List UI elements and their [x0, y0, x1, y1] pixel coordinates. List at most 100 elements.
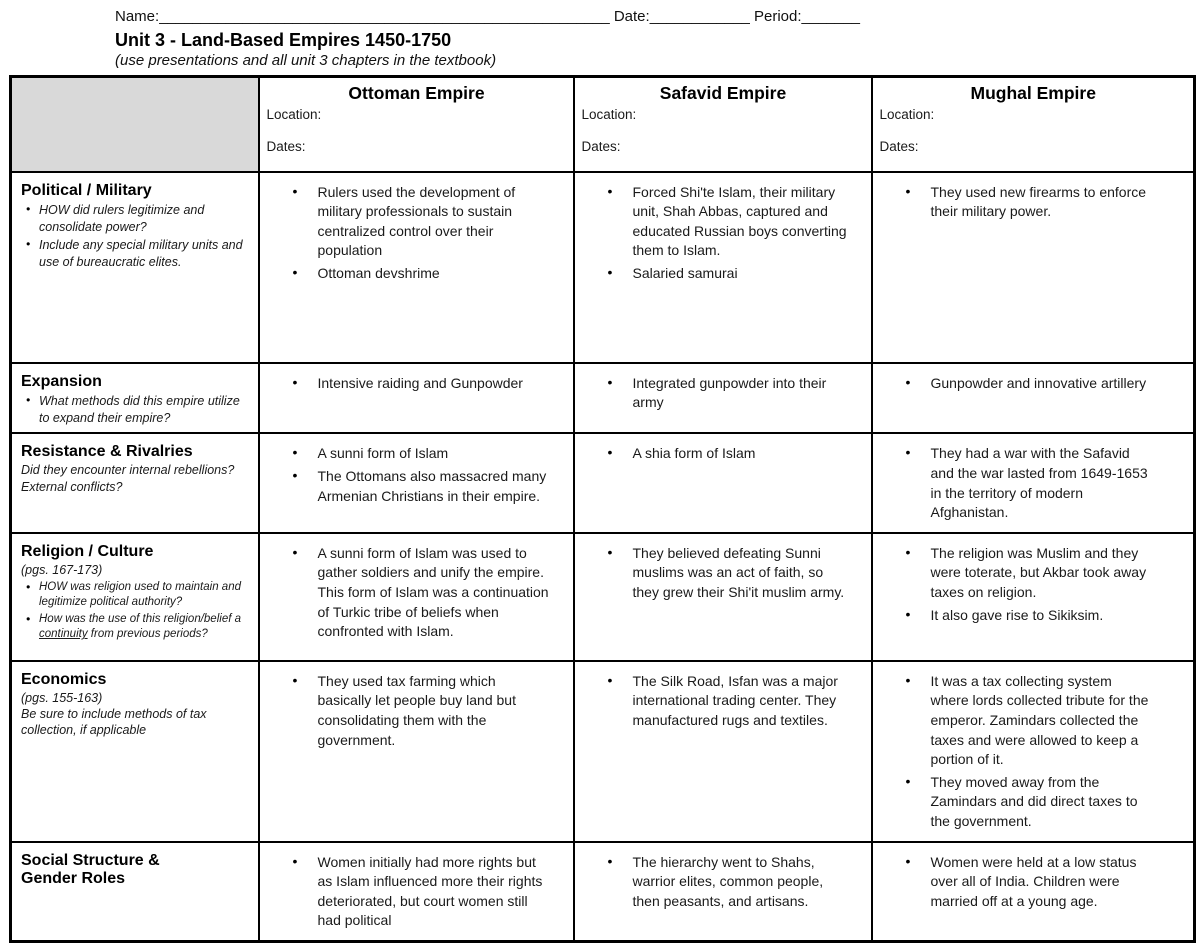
- name-label: Name:: [115, 8, 160, 25]
- cell-political-ottoman: Rulers used the development of military …: [257, 170, 575, 364]
- bullet-item: A sunni form of Islam was used to gather…: [292, 543, 553, 642]
- empire-name: Safavid Empire: [659, 83, 787, 103]
- row-title: Social Structure & Gender Roles: [21, 851, 160, 888]
- category-cell-religion-culture: Religion / Culture (pgs. 167-173) HOW wa…: [9, 531, 260, 662]
- bullet-item: It was a tax collecting system where lor…: [905, 671, 1152, 770]
- empire-header-mughal: Mughal Empire Location: Dates:: [870, 75, 1196, 173]
- fact-list: It was a tax collecting system where lor…: [887, 671, 1152, 832]
- bullet-item: It also gave rise to Sikiksim.: [905, 605, 1152, 626]
- fact-list: The Silk Road, Isfan was a major interna…: [589, 671, 851, 731]
- bullet-item: They had a war with the Safavid and the …: [905, 443, 1152, 522]
- prompt-item: What methods did this empire utilize to …: [24, 393, 250, 426]
- cell-religion-mughal: The religion was Muslim and they were to…: [870, 531, 1196, 662]
- location-label: Location:: [266, 107, 322, 122]
- row-title: Expansion: [21, 372, 102, 390]
- category-prompts: HOW did rulers legitimize and consolidat…: [21, 202, 250, 270]
- fact-list: Forced Shi'te Islam, their military unit…: [589, 181, 851, 284]
- dates-label: Dates:: [879, 139, 919, 154]
- cell-expansion-ottoman: Intensive raiding and Gunpowder: [257, 361, 575, 435]
- row-title: Resistance & Rivalries: [21, 443, 193, 461]
- prompt-item: HOW was religion used to maintain and le…: [24, 580, 250, 610]
- fact-list: Rulers used the development of military …: [274, 181, 553, 284]
- category-pages: (pgs. 167-173): [21, 562, 103, 577]
- bullet-item: They used new firearms to enforce their …: [905, 181, 1152, 222]
- fact-list: They used tax farming which basically le…: [274, 671, 553, 750]
- fact-list: The hierarchy went to Shahs, warrior eli…: [589, 852, 851, 912]
- fact-list: They believed defeating Sunni muslims wa…: [589, 543, 851, 603]
- category-cell-expansion: Expansion What methods did this empire u…: [9, 361, 260, 435]
- date-label: Date:: [613, 8, 650, 25]
- category-prompts: What methods did this empire utilize to …: [21, 393, 250, 426]
- page-header: Name:___________________________________…: [115, 8, 1115, 69]
- underlined-word: continuity: [39, 628, 88, 641]
- cell-economics-ottoman: They used tax farming which basically le…: [257, 659, 575, 843]
- empires-table: Ottoman Empire Location: Dates: Safavid …: [9, 75, 1196, 943]
- category-cell-economics: Economics (pgs. 155-163) Be sure to incl…: [9, 659, 260, 843]
- prompt-item: Include any special military units and u…: [24, 237, 250, 270]
- category-cell-resistance-rivalries: Resistance & Rivalries Did they encounte…: [9, 432, 260, 534]
- bullet-item: The hierarchy went to Shahs, warrior eli…: [607, 852, 851, 912]
- fact-list: Gunpowder and innovative artillery: [887, 373, 1152, 394]
- bullet-item: Gunpowder and innovative artillery: [905, 373, 1152, 394]
- bullet-item: Forced Shi'te Islam, their military unit…: [607, 181, 851, 261]
- category-prompts: HOW was religion used to maintain and le…: [21, 580, 250, 643]
- prompt-text: from previous periods?: [87, 628, 208, 641]
- dates-label: Dates:: [581, 139, 621, 154]
- dates-label: Dates:: [266, 139, 306, 154]
- bullet-item: Women initially had more rights but as I…: [292, 851, 553, 931]
- empire-name: Ottoman Empire: [348, 83, 485, 103]
- bullet-item: Women were held at a low status over all…: [905, 852, 1152, 912]
- bullet-item: The religion was Muslim and they were to…: [905, 543, 1152, 603]
- bullet-item: Intensive raiding and Gunpowder: [292, 373, 553, 394]
- cell-political-mughal: They used new firearms to enforce their …: [870, 170, 1196, 364]
- category-cell-political-military: Political / Military HOW did rulers legi…: [9, 170, 260, 364]
- prompt-item: HOW did rulers legitimize and consolidat…: [24, 202, 250, 235]
- row-title: Political / Military: [21, 181, 152, 199]
- fact-list: Women initially had more rights but as I…: [274, 851, 553, 931]
- cell-social-ottoman: Women initially had more rights but as I…: [257, 840, 575, 943]
- empire-name: Mughal Empire: [970, 83, 1096, 103]
- location-label: Location:: [581, 107, 637, 122]
- fact-list: They used new firearms to enforce their …: [887, 181, 1152, 222]
- fact-list: Women were held at a low status over all…: [887, 852, 1152, 912]
- empire-header-safavid: Safavid Empire Location: Dates:: [572, 75, 873, 173]
- bullet-item: Rulers used the development of military …: [292, 181, 553, 261]
- bullet-item: A sunni form of Islam: [292, 443, 553, 464]
- cell-expansion-safavid: Integrated gunpowder into their army: [572, 361, 873, 435]
- bullet-item: They used tax farming which basically le…: [292, 671, 553, 750]
- row-title: Economics: [21, 670, 107, 688]
- row-title: Religion / Culture: [21, 542, 154, 560]
- date-blank: ____________: [649, 8, 750, 25]
- cell-economics-safavid: The Silk Road, Isfan was a major interna…: [572, 659, 873, 843]
- cell-religion-safavid: They believed defeating Sunni muslims wa…: [572, 531, 873, 662]
- name-date-period-line: Name:___________________________________…: [115, 8, 1115, 25]
- bullet-item: The Ottomans also massacred many Armenia…: [292, 466, 553, 506]
- fact-list: Integrated gunpowder into their army: [589, 372, 851, 413]
- cell-social-mughal: Women were held at a low status over all…: [870, 840, 1196, 943]
- cell-expansion-mughal: Gunpowder and innovative artillery: [870, 361, 1196, 435]
- fact-list: The religion was Muslim and they were to…: [887, 543, 1152, 626]
- cell-resistance-safavid: A shia form of Islam: [572, 432, 873, 534]
- category-note: Be sure to include methods of tax collec…: [21, 706, 207, 738]
- category-cell-social-structure: Social Structure & Gender Roles: [9, 840, 260, 943]
- cell-religion-ottoman: A sunni form of Islam was used to gather…: [257, 531, 575, 662]
- fact-list: Intensive raiding and Gunpowder: [274, 373, 553, 394]
- name-blank: ________________________________________…: [159, 8, 610, 25]
- page-title: Unit 3 - Land-Based Empires 1450-1750: [115, 30, 452, 50]
- category-pages: (pgs. 155-163): [21, 690, 103, 705]
- bullet-item: A shia form of Islam: [607, 443, 851, 464]
- bullet-item: They believed defeating Sunni muslims wa…: [607, 543, 851, 603]
- prompt-text: How was the use of this religion/belief …: [39, 613, 241, 626]
- fact-list: They had a war with the Safavid and the …: [887, 443, 1152, 522]
- prompt-item: How was the use of this religion/belief …: [24, 612, 250, 642]
- cell-resistance-mughal: They had a war with the Safavid and the …: [870, 432, 1196, 534]
- fact-list: A sunni form of Islam The Ottomans also …: [274, 443, 553, 506]
- corner-cell: [9, 75, 260, 173]
- cell-social-safavid: The hierarchy went to Shahs, warrior eli…: [572, 840, 873, 943]
- location-label: Location:: [879, 107, 935, 122]
- fact-list: A sunni form of Islam was used to gather…: [274, 543, 553, 642]
- bullet-item: Salaried samurai: [607, 263, 851, 284]
- period-label: Period:: [753, 8, 802, 25]
- empire-header-ottoman: Ottoman Empire Location: Dates:: [257, 75, 575, 173]
